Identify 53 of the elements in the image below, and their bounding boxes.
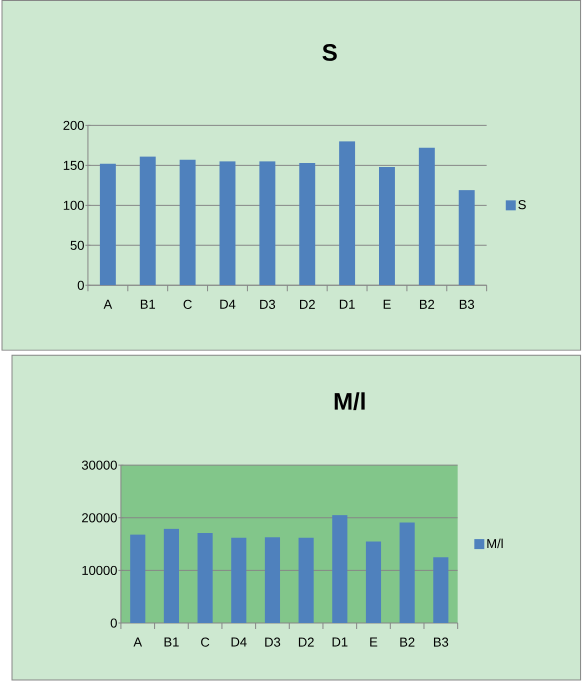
- x-tick-label: B3: [460, 300, 474, 309]
- bar: [379, 166, 396, 286]
- x-tick-label: B1: [164, 638, 179, 646]
- bar: [140, 156, 156, 286]
- x-tick-label: D1: [340, 300, 355, 309]
- bar: [130, 534, 146, 624]
- bar: [298, 538, 314, 624]
- bar: [332, 515, 348, 624]
- bar: [400, 522, 415, 624]
- bar: [198, 533, 213, 624]
- x-tick-label: D3: [260, 300, 276, 309]
- bar: [433, 557, 449, 624]
- bar: [419, 148, 436, 286]
- bar: [220, 161, 236, 286]
- x-tick-label: D4: [220, 300, 236, 309]
- y-tick-label: 0: [78, 280, 84, 290]
- x-tick-label: D2: [299, 638, 314, 647]
- y-tick-label: 100: [64, 200, 84, 210]
- x-tick-label: C: [201, 638, 210, 647]
- x-tick-label: B2: [400, 638, 415, 647]
- x-tick-label: A: [134, 638, 142, 646]
- y-tick-label: 200: [64, 120, 84, 130]
- x-tick-label: C: [184, 300, 192, 309]
- chart-title: M/l: [334, 392, 365, 410]
- y-tick-label: 30000: [82, 460, 118, 470]
- x-tick-label: A: [104, 300, 112, 309]
- x-tick-label: D1: [332, 638, 348, 646]
- y-tick-label: 0: [110, 618, 118, 628]
- x-tick-label: E: [384, 300, 391, 309]
- legend-label: M/l: [488, 538, 503, 548]
- x-tick-label: D4: [232, 638, 247, 646]
- bar: [458, 190, 475, 286]
- bar: [260, 161, 276, 286]
- y-tick-label: 50: [70, 240, 84, 250]
- bar: [339, 141, 356, 286]
- legend-label: S: [518, 200, 526, 210]
- x-tick-label: D2: [300, 300, 316, 309]
- x-tick-label: B3: [434, 638, 448, 647]
- chart-title: S: [322, 44, 338, 61]
- bar: [180, 160, 196, 286]
- y-tick-label: 10000: [82, 566, 118, 575]
- x-tick-label: B1: [141, 300, 156, 309]
- y-tick-label: 20000: [82, 513, 118, 522]
- y-tick-label: 150: [64, 160, 84, 170]
- bar: [100, 164, 116, 286]
- x-tick-label: D3: [265, 638, 280, 647]
- bar: [265, 537, 280, 624]
- bar: [164, 528, 180, 624]
- x-tick-label: E: [370, 638, 378, 646]
- bar: [299, 162, 316, 286]
- x-tick-label: B2: [420, 300, 434, 309]
- bar: [366, 541, 382, 624]
- bar: [231, 538, 247, 624]
